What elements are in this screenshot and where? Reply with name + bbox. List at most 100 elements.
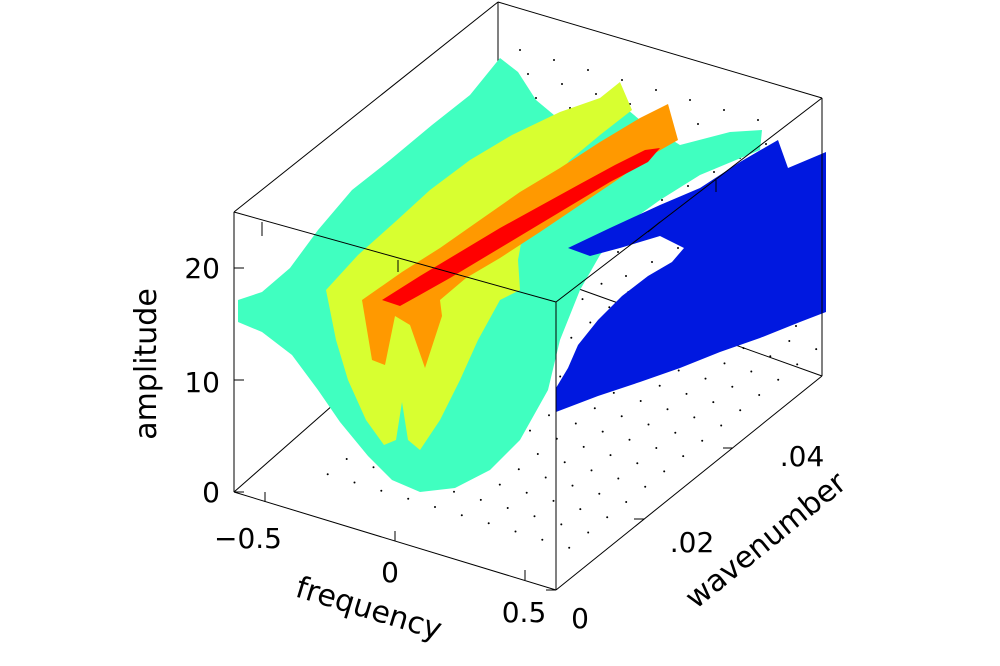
sample-dot xyxy=(658,384,661,387)
sample-dot xyxy=(625,501,628,503)
sample-dot xyxy=(701,439,704,442)
sample-dot xyxy=(570,336,573,339)
sample-dot xyxy=(777,378,780,381)
surface-band-red xyxy=(382,148,660,306)
sample-dot xyxy=(742,347,745,350)
sample-dot xyxy=(674,431,677,434)
sample-dot xyxy=(587,531,590,534)
sample-dot xyxy=(723,362,726,365)
sample-dot xyxy=(620,415,623,418)
sample-dot xyxy=(712,401,715,404)
sample-dot xyxy=(608,306,611,309)
sample-dot xyxy=(750,370,753,373)
sample-dot xyxy=(479,498,482,501)
sample-dot xyxy=(372,466,375,469)
sample-dot xyxy=(655,447,658,449)
sample-dot xyxy=(460,514,463,517)
sample-dot xyxy=(574,422,577,425)
sample-dot xyxy=(655,89,657,91)
sample-dot xyxy=(765,143,767,145)
sample-dot xyxy=(647,423,650,426)
sample-dot xyxy=(628,438,631,441)
sample-dot xyxy=(498,483,501,486)
sample-dot xyxy=(541,538,544,541)
sample-dot xyxy=(600,282,603,285)
sample-dot xyxy=(625,275,627,277)
sample-dot xyxy=(326,473,329,476)
sample-dot xyxy=(559,375,562,378)
z-tick-label: 0 xyxy=(202,476,220,509)
sample-dot xyxy=(590,469,593,472)
sample-dot xyxy=(601,430,604,433)
sample-dot xyxy=(663,470,666,473)
x-tick-label: 0 xyxy=(381,556,399,589)
sample-dot xyxy=(687,185,689,187)
sample-dot xyxy=(636,462,639,465)
sample-dot xyxy=(723,109,725,111)
z-tick-labels: 0 10 20 xyxy=(184,252,220,509)
sample-dot xyxy=(380,489,383,492)
sample-dot xyxy=(685,392,688,395)
sample-dot xyxy=(519,49,521,51)
sample-dot xyxy=(617,477,620,480)
sample-dot xyxy=(407,497,410,500)
sample-dot xyxy=(796,363,799,366)
y-tick-label: .02 xyxy=(670,526,715,559)
x-axis-label: frequency xyxy=(292,570,446,647)
sample-dot xyxy=(788,340,791,342)
sample-dot xyxy=(598,492,601,495)
y-tick-label: .04 xyxy=(780,440,825,473)
sample-dot xyxy=(677,369,680,372)
sample-dot xyxy=(563,461,566,464)
sample-dot xyxy=(795,325,797,327)
sample-dot xyxy=(757,119,759,121)
sample-dot xyxy=(453,490,455,493)
sample-dot xyxy=(535,97,537,99)
sample-dot xyxy=(517,468,520,471)
sample-dot xyxy=(617,251,619,253)
sample-dot xyxy=(345,458,348,460)
sample-dot xyxy=(682,455,685,458)
sample-dot xyxy=(731,385,734,388)
sample-dot xyxy=(525,491,528,494)
y-tick-labels: 0 .02 .04 xyxy=(571,440,824,635)
sample-dot xyxy=(609,454,612,457)
sample-dot xyxy=(739,409,742,412)
sample-dot xyxy=(571,484,574,487)
sample-dot xyxy=(697,123,699,125)
sample-dot xyxy=(536,453,539,455)
sample-dot xyxy=(589,321,592,324)
y-tick-label: 0 xyxy=(571,602,589,635)
surface-band-blue xyxy=(556,140,826,412)
sample-dot xyxy=(661,199,663,201)
sample-dot xyxy=(677,247,679,249)
z-tick-label: 10 xyxy=(184,366,220,399)
sample-dot xyxy=(553,59,555,61)
sample-dot xyxy=(568,546,571,549)
sample-dot xyxy=(579,508,582,511)
sample-dot xyxy=(548,414,550,417)
sample-dot xyxy=(689,99,691,101)
sample-dot xyxy=(593,407,596,410)
sample-dot xyxy=(621,79,623,81)
sample-dot xyxy=(529,429,531,432)
sample-dot xyxy=(487,522,490,525)
sample-dot xyxy=(527,73,529,75)
sample-dot xyxy=(353,481,356,484)
sample-dot xyxy=(606,516,609,519)
sample-dot xyxy=(666,408,669,411)
sample-dot xyxy=(544,476,547,479)
sample-dot xyxy=(612,391,615,394)
sample-dot xyxy=(693,416,696,419)
x-tick-label: 0.5 xyxy=(502,596,547,629)
x-tick-label: −0.5 xyxy=(214,522,282,555)
sample-dot xyxy=(506,507,509,509)
sample-dot xyxy=(587,69,589,71)
sample-dot xyxy=(815,348,818,351)
x-tick-labels: −0.5 0 0.5 xyxy=(214,522,546,629)
z-axis-label: amplitude xyxy=(129,288,164,440)
z-tick-label: 20 xyxy=(184,252,220,285)
sample-dot xyxy=(769,355,772,358)
